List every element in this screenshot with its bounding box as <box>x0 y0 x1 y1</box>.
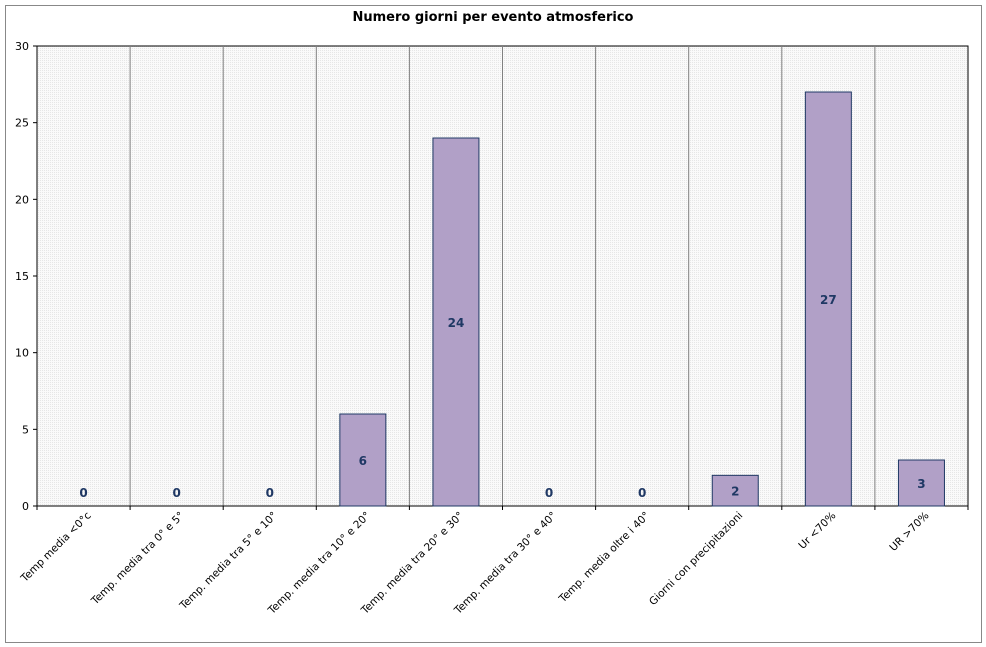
bar <box>897 459 945 507</box>
data-label: 0 <box>638 486 646 500</box>
x-tick-label: Temp. media tra 30° e 40° <box>452 510 560 618</box>
bar <box>432 137 480 507</box>
data-label: 3 <box>917 477 925 491</box>
chart-title: Numero giorni per evento atmosferico <box>352 10 634 25</box>
y-tick-label: 20 <box>15 193 29 206</box>
data-label: 24 <box>448 316 465 330</box>
x-tick-label: Temp. media tra 5° e 10° <box>177 510 280 613</box>
x-tick-label: UR >70% <box>887 510 931 554</box>
data-label: 0 <box>545 486 553 500</box>
data-label: 2 <box>731 485 739 499</box>
y-tick-label: 10 <box>15 347 29 360</box>
data-label: 0 <box>79 486 87 500</box>
y-tick-label: 5 <box>22 423 29 436</box>
bar <box>339 413 387 507</box>
y-tick-label: 30 <box>15 40 29 53</box>
y-tick-label: 15 <box>15 270 29 283</box>
y-tick-label: 0 <box>22 500 29 513</box>
bar <box>711 474 759 507</box>
data-label: 6 <box>359 454 367 468</box>
data-label: 27 <box>820 293 837 307</box>
x-tick-label: Temp media <0°c <box>18 509 94 585</box>
x-tick-label: Temp. media tra 10° e 20° <box>265 510 373 618</box>
data-label: 0 <box>172 486 180 500</box>
data-label: 0 <box>266 486 274 500</box>
x-tick-label: Ur <70% <box>796 510 838 552</box>
x-tick-label: Temp. media tra 0° e 5° <box>89 510 187 608</box>
x-tick-label: Temp. media tra 20° e 30° <box>358 510 466 618</box>
y-tick-label: 25 <box>15 117 29 130</box>
x-tick-label: Giorni con precipitazioni <box>647 510 745 608</box>
x-tick-label: Temp. media oltre i 40° <box>556 510 652 606</box>
bar <box>804 91 852 507</box>
